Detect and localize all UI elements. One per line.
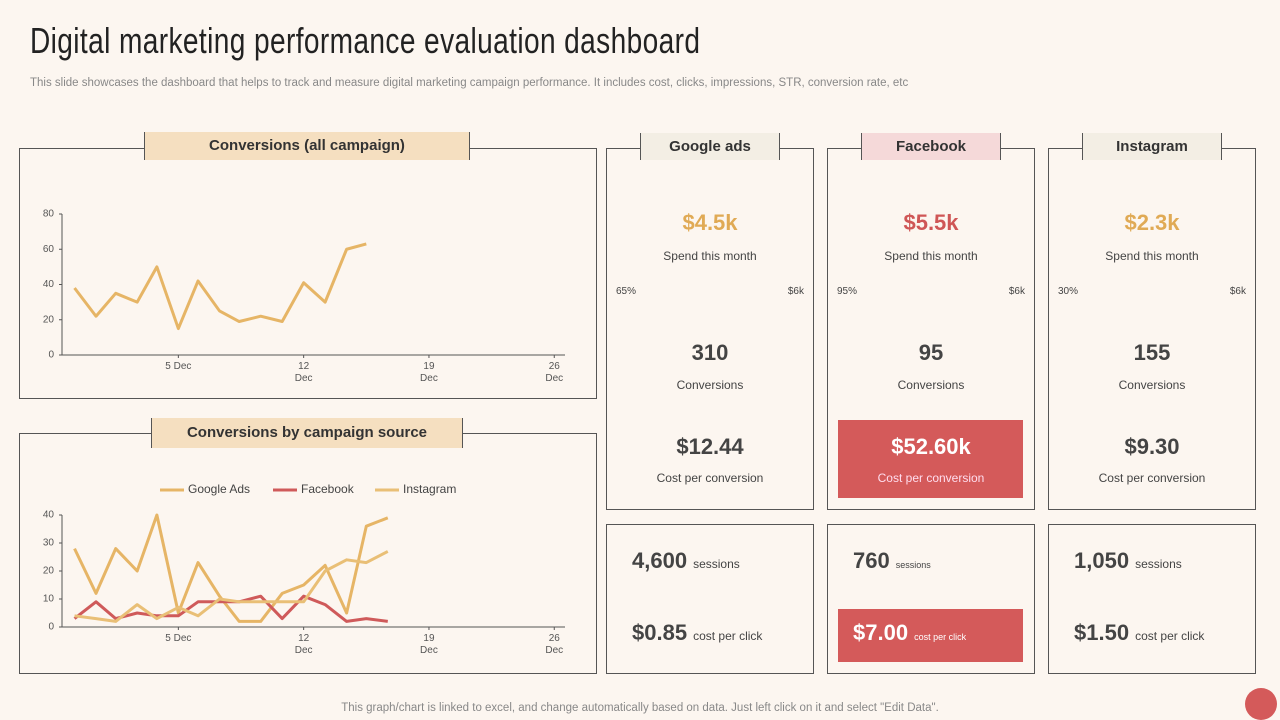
sessions-label: sessions (1135, 557, 1182, 571)
progress-max: $6k (787, 286, 804, 297)
progress-label: 95% (837, 286, 858, 297)
sessions-value: 760 (853, 548, 890, 573)
spend-value: $4.5k (682, 210, 738, 235)
conversions-value: 310 (691, 340, 729, 365)
footer: This graph/chart is linked to excel, and… (341, 702, 939, 714)
panel-title: Facebook (861, 133, 1001, 160)
panel-title: Google ads (640, 133, 780, 160)
x-tick-label: 19 Dec (420, 361, 438, 384)
sessions-label: sessions (895, 560, 931, 570)
legend-label: Instagram (403, 482, 456, 496)
cpc-row: $1.50 cost per click (1074, 620, 1204, 646)
progress-max: $6k (1229, 286, 1246, 297)
progress-max: $6k (1008, 286, 1025, 297)
cpc-label: cost per click (693, 629, 763, 643)
cpc-label: cost per click (1135, 629, 1205, 643)
sessions-row: 760 sessions (853, 548, 931, 574)
progress-label: 30% (1058, 286, 1079, 297)
panel (1048, 148, 1256, 510)
sessions-row: 1,050 sessions (1074, 548, 1182, 574)
legend-label: Google Ads (188, 482, 250, 496)
sessions-value: 1,050 (1074, 548, 1130, 573)
line-series (73, 513, 389, 623)
cost-label: Cost per conversion (877, 471, 985, 485)
cpc-value: $7.00 (853, 620, 909, 645)
panel (19, 148, 597, 399)
y-tick-label: 20 (43, 314, 55, 325)
panel (19, 433, 597, 674)
cost-label: Cost per conversion (1098, 471, 1206, 485)
line-series (73, 242, 367, 331)
y-tick-label: 0 (48, 622, 54, 633)
x-tick-label: 5 Dec (165, 633, 192, 644)
y-tick-label: 0 (48, 350, 54, 361)
y-tick-label: 60 (43, 244, 55, 255)
cpc-label: cost per click (914, 632, 967, 642)
cpc-value: $1.50 (1074, 620, 1130, 645)
y-tick-label: 20 (43, 566, 55, 577)
spend-value: $2.3k (1124, 210, 1180, 235)
x-tick-label: 26 Dec (545, 633, 564, 656)
panel (1048, 524, 1256, 674)
cost-value: $52.60k (891, 434, 971, 459)
spend-label: Spend this month (1105, 249, 1199, 263)
x-tick-label: 5 Dec (165, 361, 192, 372)
conversions-label: Conversions (1118, 378, 1186, 392)
legend-label: Facebook (301, 482, 355, 496)
chart-title: Conversions by campaign source (151, 418, 463, 448)
panel (606, 524, 814, 674)
cpc-value: $0.85 (632, 620, 688, 645)
conversions-value: 95 (918, 340, 944, 365)
conversions-label: Conversions (897, 378, 965, 392)
cost-value: $12.44 (676, 434, 744, 459)
cpc-row: $7.00 cost per click (853, 620, 966, 646)
sessions-row: 4,600 sessions (632, 548, 740, 574)
spend-label: Spend this month (663, 249, 757, 263)
x-tick-label: 12 Dec (294, 633, 313, 656)
decor-circle (1245, 688, 1277, 720)
spend-value: $5.5k (903, 210, 959, 235)
x-tick-label: 19 Dec (420, 633, 438, 656)
cost-value: $9.30 (1124, 434, 1180, 459)
panel-title: Instagram (1082, 133, 1222, 160)
conversions-label: Conversions (676, 378, 744, 392)
line-series (74, 550, 389, 623)
x-tick-label: 12 Dec (294, 361, 313, 384)
y-tick-label: 10 (43, 594, 55, 605)
subtitle: This slide showcases the dashboard that … (30, 77, 909, 89)
progress-label: 65% (616, 286, 637, 297)
y-tick-label: 80 (43, 209, 55, 220)
sessions-value: 4,600 (632, 548, 688, 573)
y-tick-label: 40 (43, 510, 55, 521)
title: Digital marketing performance evaluation… (30, 20, 701, 61)
conversions-value: 155 (1133, 340, 1171, 365)
spend-label: Spend this month (884, 249, 978, 263)
cost-label: Cost per conversion (656, 471, 764, 485)
cpc-row: $0.85 cost per click (632, 620, 762, 646)
y-tick-label: 30 (43, 538, 55, 549)
highlight-box (838, 609, 1023, 662)
x-tick-label: 26 Dec (545, 361, 564, 384)
chart-title: Conversions (all campaign) (144, 132, 470, 160)
y-tick-label: 40 (43, 279, 55, 290)
sessions-label: sessions (693, 557, 740, 571)
highlight-box (838, 420, 1023, 498)
